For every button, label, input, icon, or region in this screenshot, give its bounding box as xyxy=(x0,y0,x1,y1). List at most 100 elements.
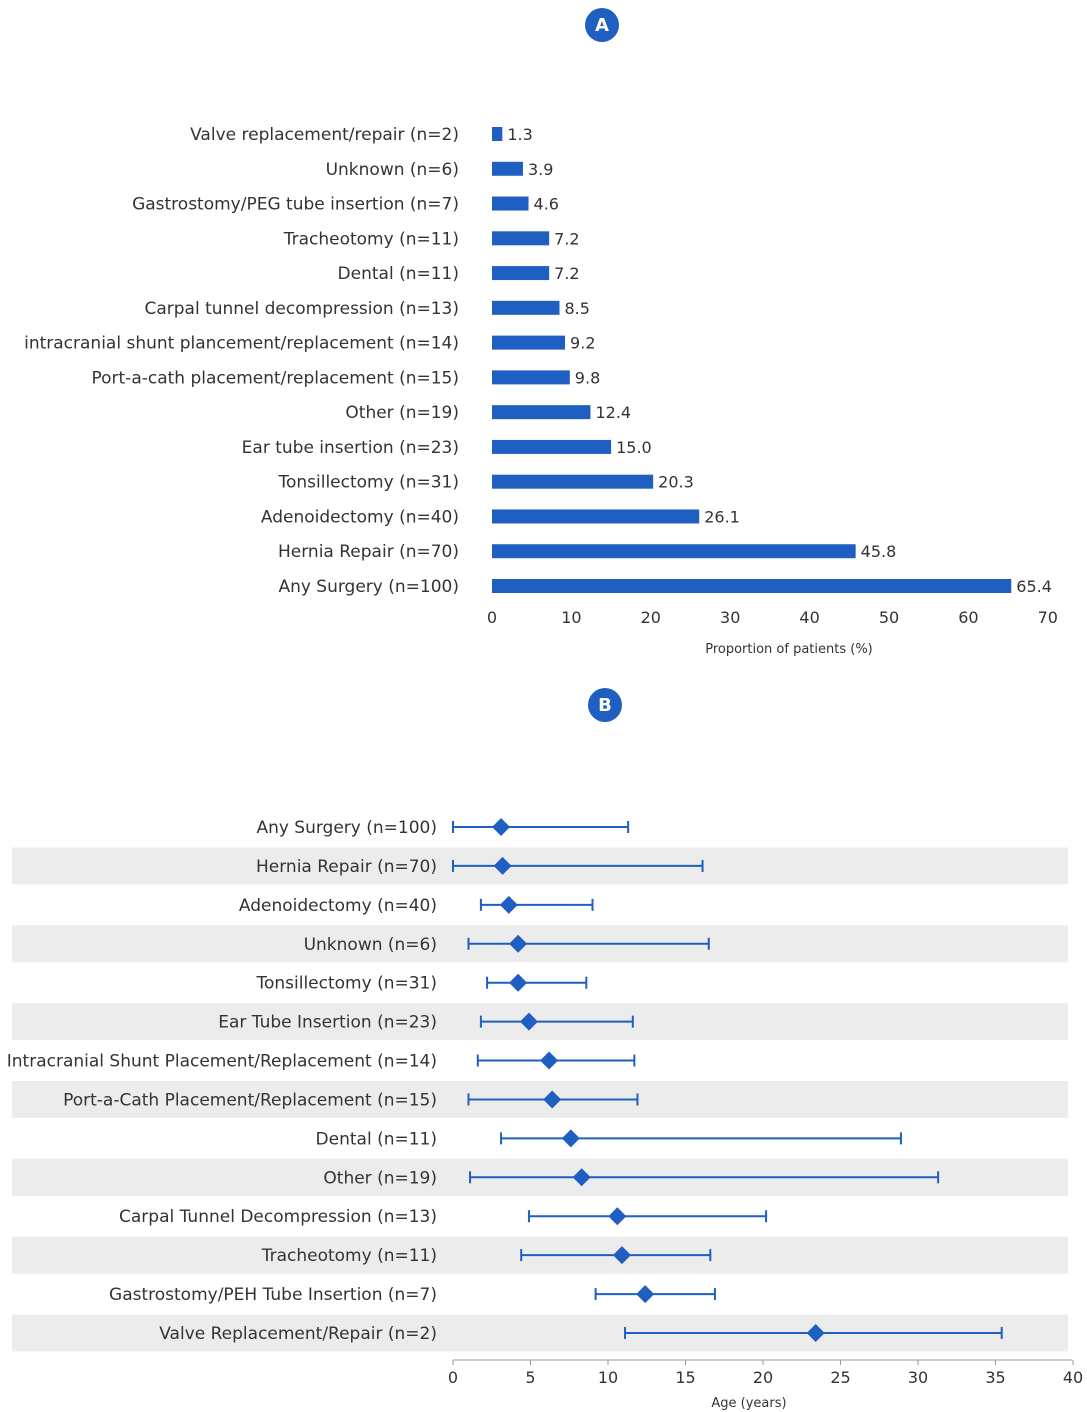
value-label: 12.4 xyxy=(595,403,631,422)
x-tick-label: 0 xyxy=(487,608,497,627)
value-label: 20.3 xyxy=(658,473,694,492)
x-tick-label: 10 xyxy=(598,1368,618,1387)
x-tick-label: 50 xyxy=(879,608,899,627)
point-marker xyxy=(509,973,528,992)
bar xyxy=(492,127,503,141)
value-label: 7.2 xyxy=(554,264,579,283)
bar xyxy=(492,439,612,454)
category-label: Hernia Repair (n=70) xyxy=(256,857,437,877)
category-label: Tracheotomy (n=11) xyxy=(261,1246,437,1266)
panel-a-x-ticks: 0 10 20 30 40 50 60 70 xyxy=(487,608,1058,627)
category-label: Dental (n=11) xyxy=(316,1129,437,1149)
panel-a-value-labels: 1.3 3.9 4.6 7.2 7.2 8.5 9.2 9.8 12.4 15.0 20.3 26.1… xyxy=(507,125,1052,596)
category-label: Dental (n=11) xyxy=(338,264,459,284)
point-marker xyxy=(493,856,512,875)
category-label: Ear Tube Insertion (n=23) xyxy=(218,1013,437,1033)
x-tick-label: 60 xyxy=(958,608,978,627)
x-tick-label: 30 xyxy=(720,608,740,627)
point-marker xyxy=(612,1246,631,1265)
point-marker xyxy=(636,1285,655,1304)
category-label: Unknown (n=6) xyxy=(326,160,459,180)
value-label: 26.1 xyxy=(704,507,740,526)
category-label: Valve Replacement/Repair (n=2) xyxy=(159,1324,437,1344)
point-marker xyxy=(540,1051,559,1070)
x-tick-label: 30 xyxy=(908,1368,928,1387)
x-tick-label: 70 xyxy=(1038,608,1058,627)
bar xyxy=(492,579,1012,593)
category-label: intracranial shunt plancement/replacemen… xyxy=(24,334,459,354)
panel-b-x-ticks: 0 5 10 15 20 25 30 35 40 xyxy=(448,1360,1083,1387)
bar xyxy=(492,300,560,315)
bar xyxy=(492,196,529,211)
panel-a: A Valve replacement/repair (n=2) Unknown … xyxy=(24,8,1058,657)
point-marker xyxy=(543,1090,562,1109)
category-label: Carpal Tunnel Decompression (n=13) xyxy=(119,1207,437,1227)
panel-b-x-axis-title: Age (years) xyxy=(711,1396,786,1411)
category-label: Carpal tunnel decompression (n=13) xyxy=(144,299,459,319)
panel-a-badge-label: A xyxy=(595,15,609,36)
bar xyxy=(492,544,856,559)
x-tick-label: 20 xyxy=(641,608,661,627)
category-label: Unknown (n=6) xyxy=(304,935,437,955)
value-label: 3.9 xyxy=(528,160,553,179)
panel-a-bars xyxy=(492,127,1012,593)
point-marker xyxy=(509,934,528,953)
point-marker xyxy=(806,1324,825,1342)
bar xyxy=(492,405,591,420)
category-label: Valve replacement/repair (n=2) xyxy=(190,125,459,145)
x-tick-label: 40 xyxy=(799,608,819,627)
category-label: Intracranial Shunt Placement/Replacement… xyxy=(7,1052,437,1072)
category-label: Tonsillectomy (n=31) xyxy=(255,974,437,994)
panel-b-badge xyxy=(588,688,622,722)
x-tick-label: 0 xyxy=(448,1368,458,1387)
category-label: Tracheotomy (n=11) xyxy=(283,229,459,249)
point-marker xyxy=(561,1129,580,1148)
category-label: Hernia Repair (n=70) xyxy=(278,542,459,562)
value-label: 1.3 xyxy=(507,125,532,144)
value-label: 4.6 xyxy=(534,195,559,214)
value-label: 7.2 xyxy=(554,229,579,248)
value-label: 8.5 xyxy=(564,299,589,318)
bar xyxy=(492,474,654,489)
panel-b-markers xyxy=(492,818,825,1342)
x-tick-label: 15 xyxy=(675,1368,695,1387)
category-label: Tonsillectomy (n=31) xyxy=(277,473,459,493)
bar xyxy=(492,370,570,385)
panel-a-x-axis-title: Proportion of patients (%) xyxy=(705,642,873,657)
category-label: Gastrostomy/PEG tube insertion (n=7) xyxy=(132,195,459,215)
x-tick-label: 10 xyxy=(561,608,581,627)
category-label: Ear tube insertion (n=23) xyxy=(242,438,459,458)
point-marker xyxy=(572,1168,591,1187)
category-label: Adenoidectomy (n=40) xyxy=(239,896,437,916)
panel-b: B Any Surgery (n=100) Hernia Repair (n=70… xyxy=(7,688,1083,1411)
category-label: Port-a-cath placement/replacement (n=15) xyxy=(91,368,459,388)
category-label: Any Surgery (n=100) xyxy=(278,577,459,597)
bar xyxy=(492,266,550,281)
category-label: Other (n=19) xyxy=(345,403,459,423)
value-label: 15.0 xyxy=(616,438,652,457)
x-tick-label: 20 xyxy=(753,1368,773,1387)
panel-b-category-labels: Any Surgery (n=100) Hernia Repair (n=70) A… xyxy=(7,818,437,1344)
bar xyxy=(492,161,523,176)
value-label: 9.8 xyxy=(575,368,600,387)
x-tick-label: 25 xyxy=(830,1368,850,1387)
category-label: Any Surgery (n=100) xyxy=(256,818,437,838)
category-label: Adenoidectomy (n=40) xyxy=(261,507,459,527)
point-marker xyxy=(608,1207,627,1226)
value-label: 9.2 xyxy=(570,334,595,353)
value-label: 45.8 xyxy=(861,542,897,561)
point-marker xyxy=(492,818,511,836)
panel-a-category-labels: Valve replacement/repair (n=2) Unknown (n… xyxy=(24,125,459,597)
panel-a-badge xyxy=(585,8,619,42)
x-tick-label: 5 xyxy=(525,1368,535,1387)
point-marker xyxy=(499,895,518,914)
point-marker xyxy=(519,1012,538,1031)
bar xyxy=(492,509,700,524)
panel-b-badge-label: B xyxy=(598,695,612,716)
x-tick-label: 35 xyxy=(985,1368,1005,1387)
category-label: Port-a-Cath Placement/Replacement (n=15) xyxy=(63,1090,437,1110)
bar xyxy=(492,335,566,350)
category-label: Gastrostomy/PEH Tube Insertion (n=7) xyxy=(109,1285,437,1305)
x-tick-label: 40 xyxy=(1063,1368,1083,1387)
